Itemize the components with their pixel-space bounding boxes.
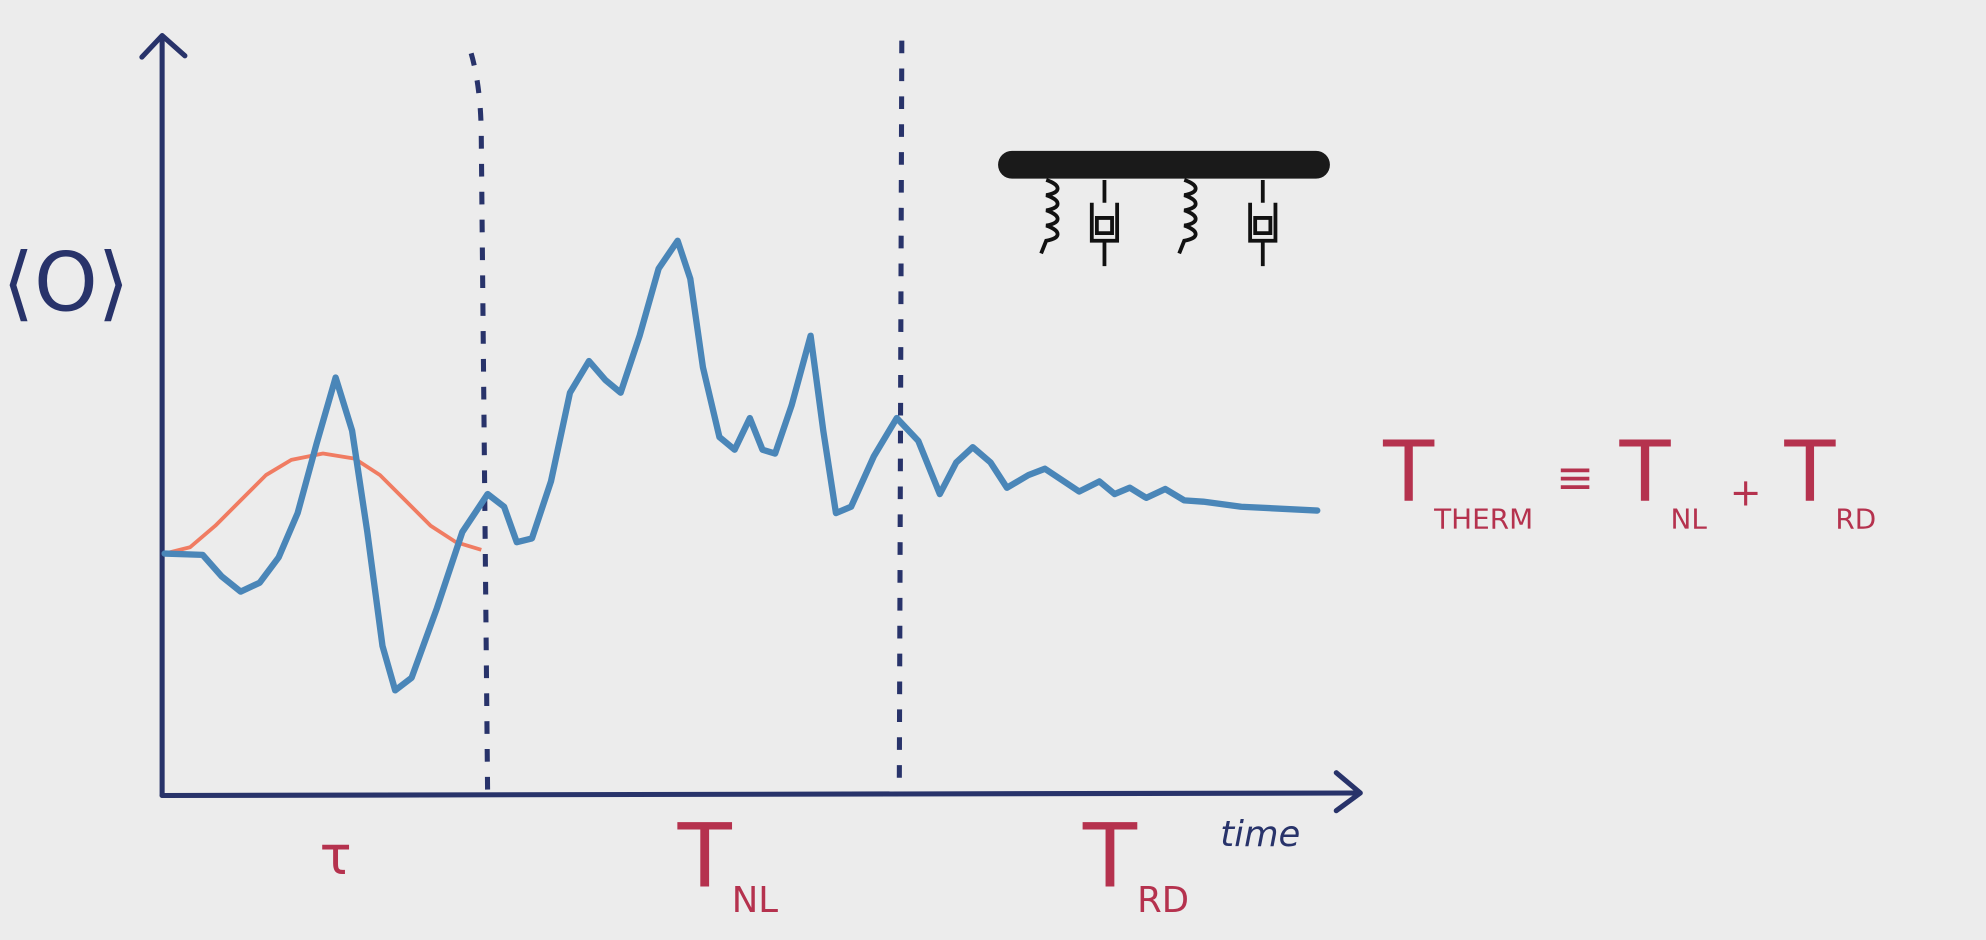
y-axis-label: ⟨O⟩	[2, 236, 129, 330]
phase-symbol: T	[1082, 805, 1138, 908]
x-axis-label: time	[1220, 814, 1300, 855]
phase-subscript: RD	[1137, 880, 1189, 921]
eq-symbol: T	[1783, 422, 1836, 520]
eq-subscript: NL	[1671, 502, 1708, 535]
diagram: ⟨O⟩ time τ TNL TRD TTHERM≡TNL+TRD	[0, 0, 1986, 940]
eq-operator: +	[1730, 470, 1762, 514]
phase-symbol: T	[677, 805, 733, 908]
bath-bar	[998, 151, 1330, 179]
eq-subscript: RD	[1835, 502, 1876, 535]
phase-label: τ	[320, 825, 352, 887]
eq-symbol: T	[1618, 422, 1671, 520]
eq-symbol: T	[1382, 422, 1435, 520]
phase-subscript: NL	[732, 880, 779, 921]
x-axis	[162, 793, 1358, 796]
eq-operator: ≡	[1556, 451, 1594, 504]
eq-subscript: THERM	[1433, 502, 1533, 535]
